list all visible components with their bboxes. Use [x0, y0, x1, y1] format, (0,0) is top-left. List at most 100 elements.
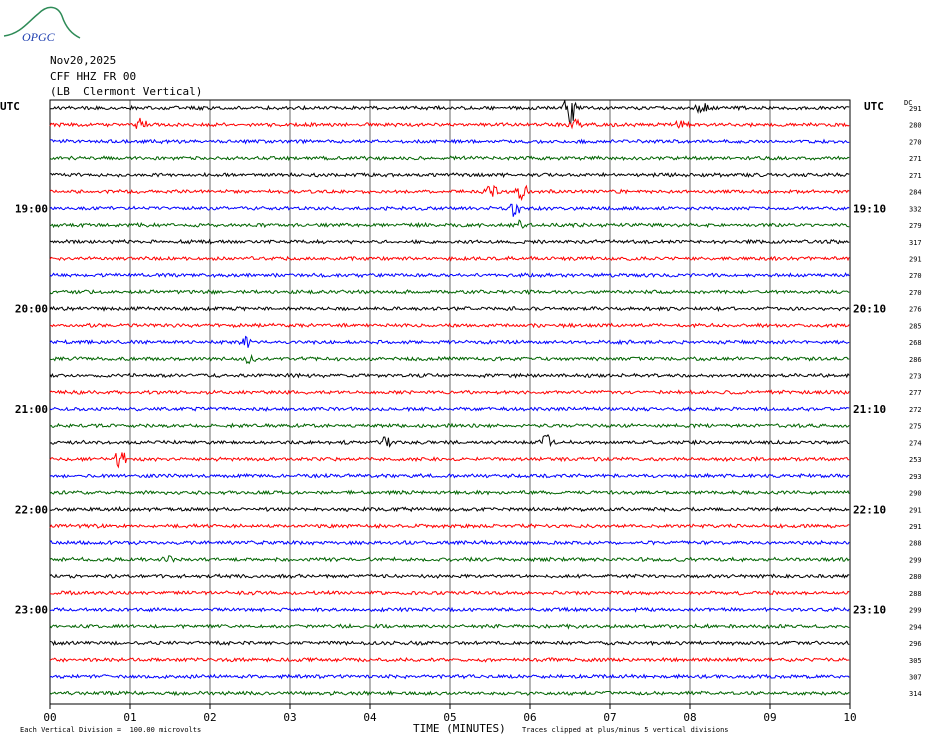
- dc-value: 305: [909, 657, 922, 665]
- dc-value: 299: [909, 556, 922, 564]
- dc-value: 274: [909, 439, 922, 447]
- dc-value: 314: [909, 690, 922, 698]
- x-tick-label: 01: [123, 711, 136, 724]
- dc-value: 253: [909, 456, 922, 464]
- dc-value: 293: [909, 473, 922, 481]
- dc-value: 294: [909, 623, 922, 631]
- trace-line: [49, 690, 850, 697]
- dc-value: 291: [909, 506, 922, 514]
- trace-line: [49, 171, 850, 179]
- right-hour-label: 21:10: [853, 403, 886, 416]
- dc-value: 284: [909, 189, 922, 197]
- x-tick-label: 03: [283, 711, 296, 724]
- dc-value: 275: [909, 423, 922, 431]
- dc-value: 291: [909, 523, 922, 531]
- dc-value: 290: [909, 490, 922, 498]
- trace-line: [49, 255, 850, 262]
- dc-value: 271: [909, 172, 922, 180]
- trace-line: [49, 623, 850, 630]
- trace-line: [49, 322, 850, 329]
- dc-value: 270: [909, 138, 922, 146]
- trace-line: [49, 389, 850, 396]
- x-tick-label: 08: [683, 711, 696, 724]
- left-hour-label: 22:00: [15, 503, 48, 516]
- trace-line: [49, 238, 850, 245]
- trace-line: [49, 372, 850, 379]
- dc-value: 280: [909, 573, 922, 581]
- trace-line: [49, 489, 850, 496]
- trace-line: [49, 505, 850, 513]
- dc-values: 291 280 270 271 271 284 332 279 317 291 270 270 276 2…: [909, 105, 922, 698]
- x-tick-label: 09: [763, 711, 776, 724]
- trace-line: [49, 406, 850, 413]
- trace-line: [49, 589, 850, 596]
- x-tick-label: 07: [603, 711, 616, 724]
- dc-value: 279: [909, 222, 922, 230]
- x-tick-label: 06: [523, 711, 536, 724]
- left-hour-label: 19:00: [15, 202, 48, 215]
- trace-line: [49, 203, 850, 217]
- trace-line: [49, 155, 850, 162]
- left-hour-label: 23:00: [15, 604, 48, 617]
- left-hour-label: 20:00: [15, 303, 48, 316]
- trace-line: [49, 523, 850, 530]
- trace-line: [49, 117, 850, 130]
- right-hour-label: 19:10: [853, 202, 886, 215]
- trace-line: [49, 434, 850, 448]
- dc-value: 288: [909, 540, 922, 548]
- dc-value: 291: [909, 255, 922, 263]
- dc-value: 272: [909, 406, 922, 414]
- left-timezone-label: UTC: [0, 100, 20, 113]
- channel-label: CFF HHZ FR 00: [50, 70, 137, 83]
- dc-value: 271: [909, 155, 922, 163]
- x-tick-label: 10: [843, 711, 856, 724]
- trace-line: [49, 422, 850, 429]
- trace-line: [49, 673, 850, 680]
- trace-line: [49, 289, 850, 295]
- logo: OPGC: [3, 6, 81, 44]
- trace-line: [49, 472, 850, 479]
- right-hour-label: 22:10: [853, 503, 886, 516]
- trace-line: [49, 219, 850, 229]
- trace-line: [49, 353, 850, 365]
- dc-value: 291: [909, 105, 922, 113]
- hour-labels: 19:00 20:00 21:00 22:00 23:00 19:10 20:10 21:10…: [15, 202, 886, 616]
- trace-line: [49, 100, 850, 124]
- time-gridlines: [129, 100, 771, 704]
- clip-note: Traces clipped at plus/minus 5 vertical …: [522, 726, 729, 734]
- dc-value: 277: [909, 389, 922, 397]
- right-timezone-label: UTC: [864, 100, 884, 113]
- left-hour-label: 21:00: [15, 403, 48, 416]
- dc-value: 270: [909, 272, 922, 280]
- trace-line: [49, 555, 850, 563]
- dc-value: 276: [909, 306, 922, 314]
- trace-line: [49, 606, 850, 613]
- trace-line: [49, 305, 850, 312]
- date-label: Nov20,2025: [50, 54, 117, 67]
- dc-value: 299: [909, 607, 922, 615]
- trace-line: [49, 656, 850, 663]
- trace-line: [49, 573, 850, 579]
- trace-line: [49, 335, 850, 348]
- trace-line: [49, 272, 850, 279]
- right-hour-label: 23:10: [853, 604, 886, 617]
- trace-line: [49, 639, 850, 647]
- x-tick-label: 04: [363, 711, 377, 724]
- dc-value: 280: [909, 122, 922, 130]
- trace-line: [49, 452, 850, 469]
- dc-label: DC: [904, 99, 913, 107]
- trace-line: [49, 138, 850, 145]
- seismic-traces: [49, 100, 850, 697]
- dc-value: 307: [909, 673, 922, 681]
- x-axis-title: TIME (MINUTES): [413, 722, 506, 735]
- dc-value: 270: [909, 289, 922, 297]
- x-tick-label: 02: [203, 711, 216, 724]
- trace-line: [49, 184, 850, 202]
- dc-value: 288: [909, 590, 922, 598]
- logo-mountain-shape: [3, 6, 81, 39]
- logo-text: OPGC: [22, 30, 56, 44]
- x-tick-label: 05: [443, 711, 456, 724]
- dc-value: 317: [909, 239, 922, 247]
- scale-note: Each Vertical Division = 100.00 microvol…: [20, 726, 202, 734]
